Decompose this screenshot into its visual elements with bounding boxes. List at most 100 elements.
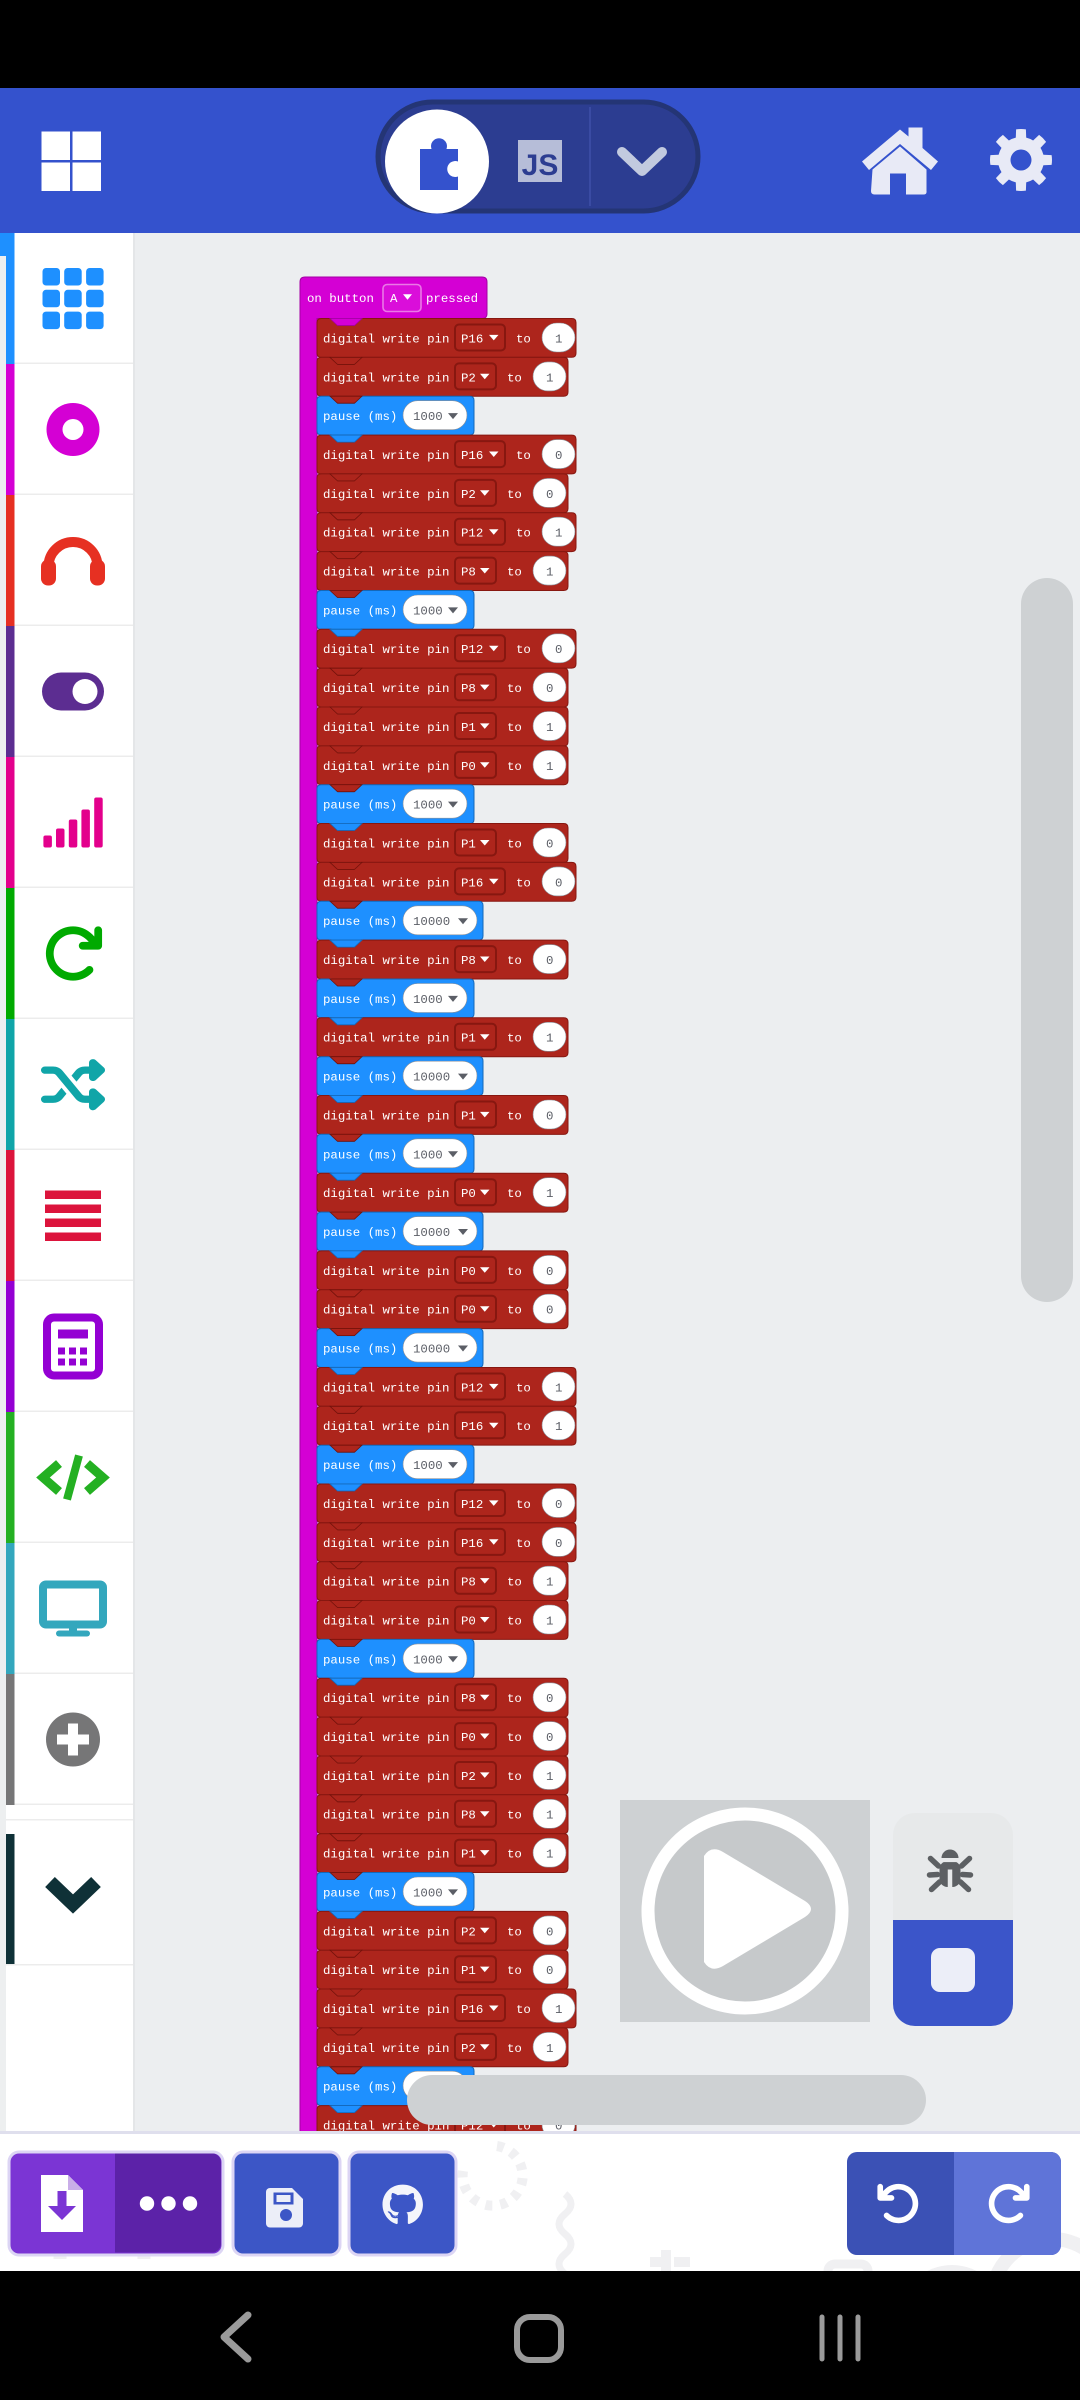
- svg-text:digital write pin: digital write pin: [323, 332, 449, 346]
- svg-text:P12: P12: [461, 527, 483, 541]
- svg-text:to: to: [507, 1964, 522, 1978]
- svg-text:to: to: [507, 1770, 522, 1784]
- svg-text:to: to: [516, 1420, 531, 1434]
- svg-text:digital write pin: digital write pin: [323, 682, 449, 696]
- svg-text:0: 0: [546, 954, 553, 968]
- svg-text:to: to: [507, 371, 522, 385]
- svg-text:1: 1: [555, 527, 562, 541]
- svg-text:pause (ms): pause (ms): [323, 604, 397, 618]
- svg-text:pressed: pressed: [426, 292, 478, 306]
- svg-text:1000: 1000: [413, 993, 443, 1007]
- svg-text:1: 1: [546, 2042, 553, 2056]
- svg-text:P2: P2: [461, 1925, 476, 1939]
- svg-text:to: to: [516, 1498, 531, 1512]
- svg-text:P16: P16: [461, 876, 483, 890]
- svg-text:to: to: [507, 1925, 522, 1939]
- svg-text:digital write pin: digital write pin: [323, 1964, 449, 1978]
- svg-text:to: to: [507, 1731, 522, 1745]
- svg-text:1: 1: [555, 2003, 562, 2017]
- svg-text:P8: P8: [461, 1576, 476, 1590]
- svg-text:digital write pin: digital write pin: [323, 1848, 449, 1862]
- svg-text:digital write pin: digital write pin: [323, 954, 449, 968]
- svg-text:P2: P2: [461, 1770, 476, 1784]
- svg-text:to: to: [507, 1032, 522, 1046]
- svg-text:0: 0: [546, 1964, 553, 1978]
- svg-text:pause (ms): pause (ms): [323, 1226, 397, 1240]
- svg-text:10000: 10000: [413, 1071, 450, 1085]
- svg-text:P16: P16: [461, 1420, 483, 1434]
- svg-text:to: to: [516, 449, 531, 463]
- svg-text:digital write pin: digital write pin: [323, 721, 449, 735]
- svg-text:digital write pin: digital write pin: [323, 838, 449, 852]
- svg-text:to: to: [507, 1187, 522, 1201]
- svg-text:to: to: [507, 566, 522, 580]
- svg-text:digital write pin: digital write pin: [323, 1537, 449, 1551]
- svg-text:10000: 10000: [413, 1343, 450, 1357]
- svg-text:to: to: [507, 682, 522, 696]
- svg-text:digital write pin: digital write pin: [323, 1381, 449, 1395]
- svg-text:digital write pin: digital write pin: [323, 566, 449, 580]
- svg-text:P16: P16: [461, 332, 483, 346]
- svg-text:digital write pin: digital write pin: [323, 876, 449, 890]
- svg-text:0: 0: [555, 1498, 562, 1512]
- svg-text:digital write pin: digital write pin: [323, 1692, 449, 1706]
- svg-text:pause (ms): pause (ms): [323, 799, 397, 813]
- svg-text:P8: P8: [461, 1809, 476, 1823]
- svg-text:pause (ms): pause (ms): [323, 410, 397, 424]
- svg-text:digital write pin: digital write pin: [323, 2120, 449, 2134]
- svg-text:to: to: [507, 488, 522, 502]
- svg-text:1: 1: [546, 1576, 553, 1590]
- svg-text:to: to: [516, 2003, 531, 2017]
- svg-text:P12: P12: [461, 643, 483, 657]
- svg-text:P0: P0: [461, 1731, 476, 1745]
- svg-text:A: A: [390, 292, 398, 306]
- svg-text:P8: P8: [461, 566, 476, 580]
- svg-text:to: to: [516, 1537, 531, 1551]
- svg-text:digital write pin: digital write pin: [323, 1498, 449, 1512]
- svg-text:1: 1: [546, 1770, 553, 1784]
- svg-text:to: to: [507, 721, 522, 735]
- svg-text:P0: P0: [461, 1615, 476, 1629]
- svg-text:P2: P2: [461, 488, 476, 502]
- svg-text:digital write pin: digital write pin: [323, 1770, 449, 1784]
- svg-text:1: 1: [546, 371, 553, 385]
- svg-text:digital write pin: digital write pin: [323, 643, 449, 657]
- svg-text:1: 1: [546, 1032, 553, 1046]
- svg-text:P0: P0: [461, 1304, 476, 1318]
- svg-text:P1: P1: [461, 1964, 476, 1978]
- svg-text:to: to: [507, 2042, 522, 2056]
- svg-text:1: 1: [546, 1848, 553, 1862]
- svg-text:0: 0: [546, 488, 553, 502]
- svg-text:pause (ms): pause (ms): [323, 1343, 397, 1357]
- svg-text:P1: P1: [461, 1032, 476, 1046]
- svg-text:1: 1: [546, 566, 553, 580]
- svg-text:1: 1: [546, 760, 553, 774]
- svg-text:P1: P1: [461, 1848, 476, 1862]
- svg-text:to: to: [516, 876, 531, 890]
- svg-text:to: to: [507, 760, 522, 774]
- svg-text:P8: P8: [461, 682, 476, 696]
- svg-text:on button: on button: [307, 292, 374, 306]
- svg-text:0: 0: [546, 1692, 553, 1706]
- svg-text:P8: P8: [461, 954, 476, 968]
- svg-text:P12: P12: [461, 1381, 483, 1395]
- svg-text:1: 1: [555, 1381, 562, 1395]
- svg-text:digital write pin: digital write pin: [323, 371, 449, 385]
- svg-text:digital write pin: digital write pin: [323, 1576, 449, 1590]
- svg-text:digital write pin: digital write pin: [323, 1809, 449, 1823]
- svg-text:1000: 1000: [413, 604, 443, 618]
- svg-text:P2: P2: [461, 371, 476, 385]
- svg-text:pause (ms): pause (ms): [323, 2081, 397, 2095]
- svg-text:pause (ms): pause (ms): [323, 1653, 397, 1667]
- svg-text:0: 0: [555, 876, 562, 890]
- svg-text:pause (ms): pause (ms): [323, 915, 397, 929]
- svg-text:P1: P1: [461, 838, 476, 852]
- svg-text:digital write pin: digital write pin: [323, 1731, 449, 1745]
- svg-text:to: to: [507, 1692, 522, 1706]
- svg-text:1: 1: [555, 1420, 562, 1434]
- svg-text:to: to: [516, 527, 531, 541]
- svg-text:1: 1: [546, 1615, 553, 1629]
- svg-text:to: to: [507, 1848, 522, 1862]
- svg-text:P12: P12: [461, 1498, 483, 1512]
- svg-text:1000: 1000: [413, 1653, 443, 1667]
